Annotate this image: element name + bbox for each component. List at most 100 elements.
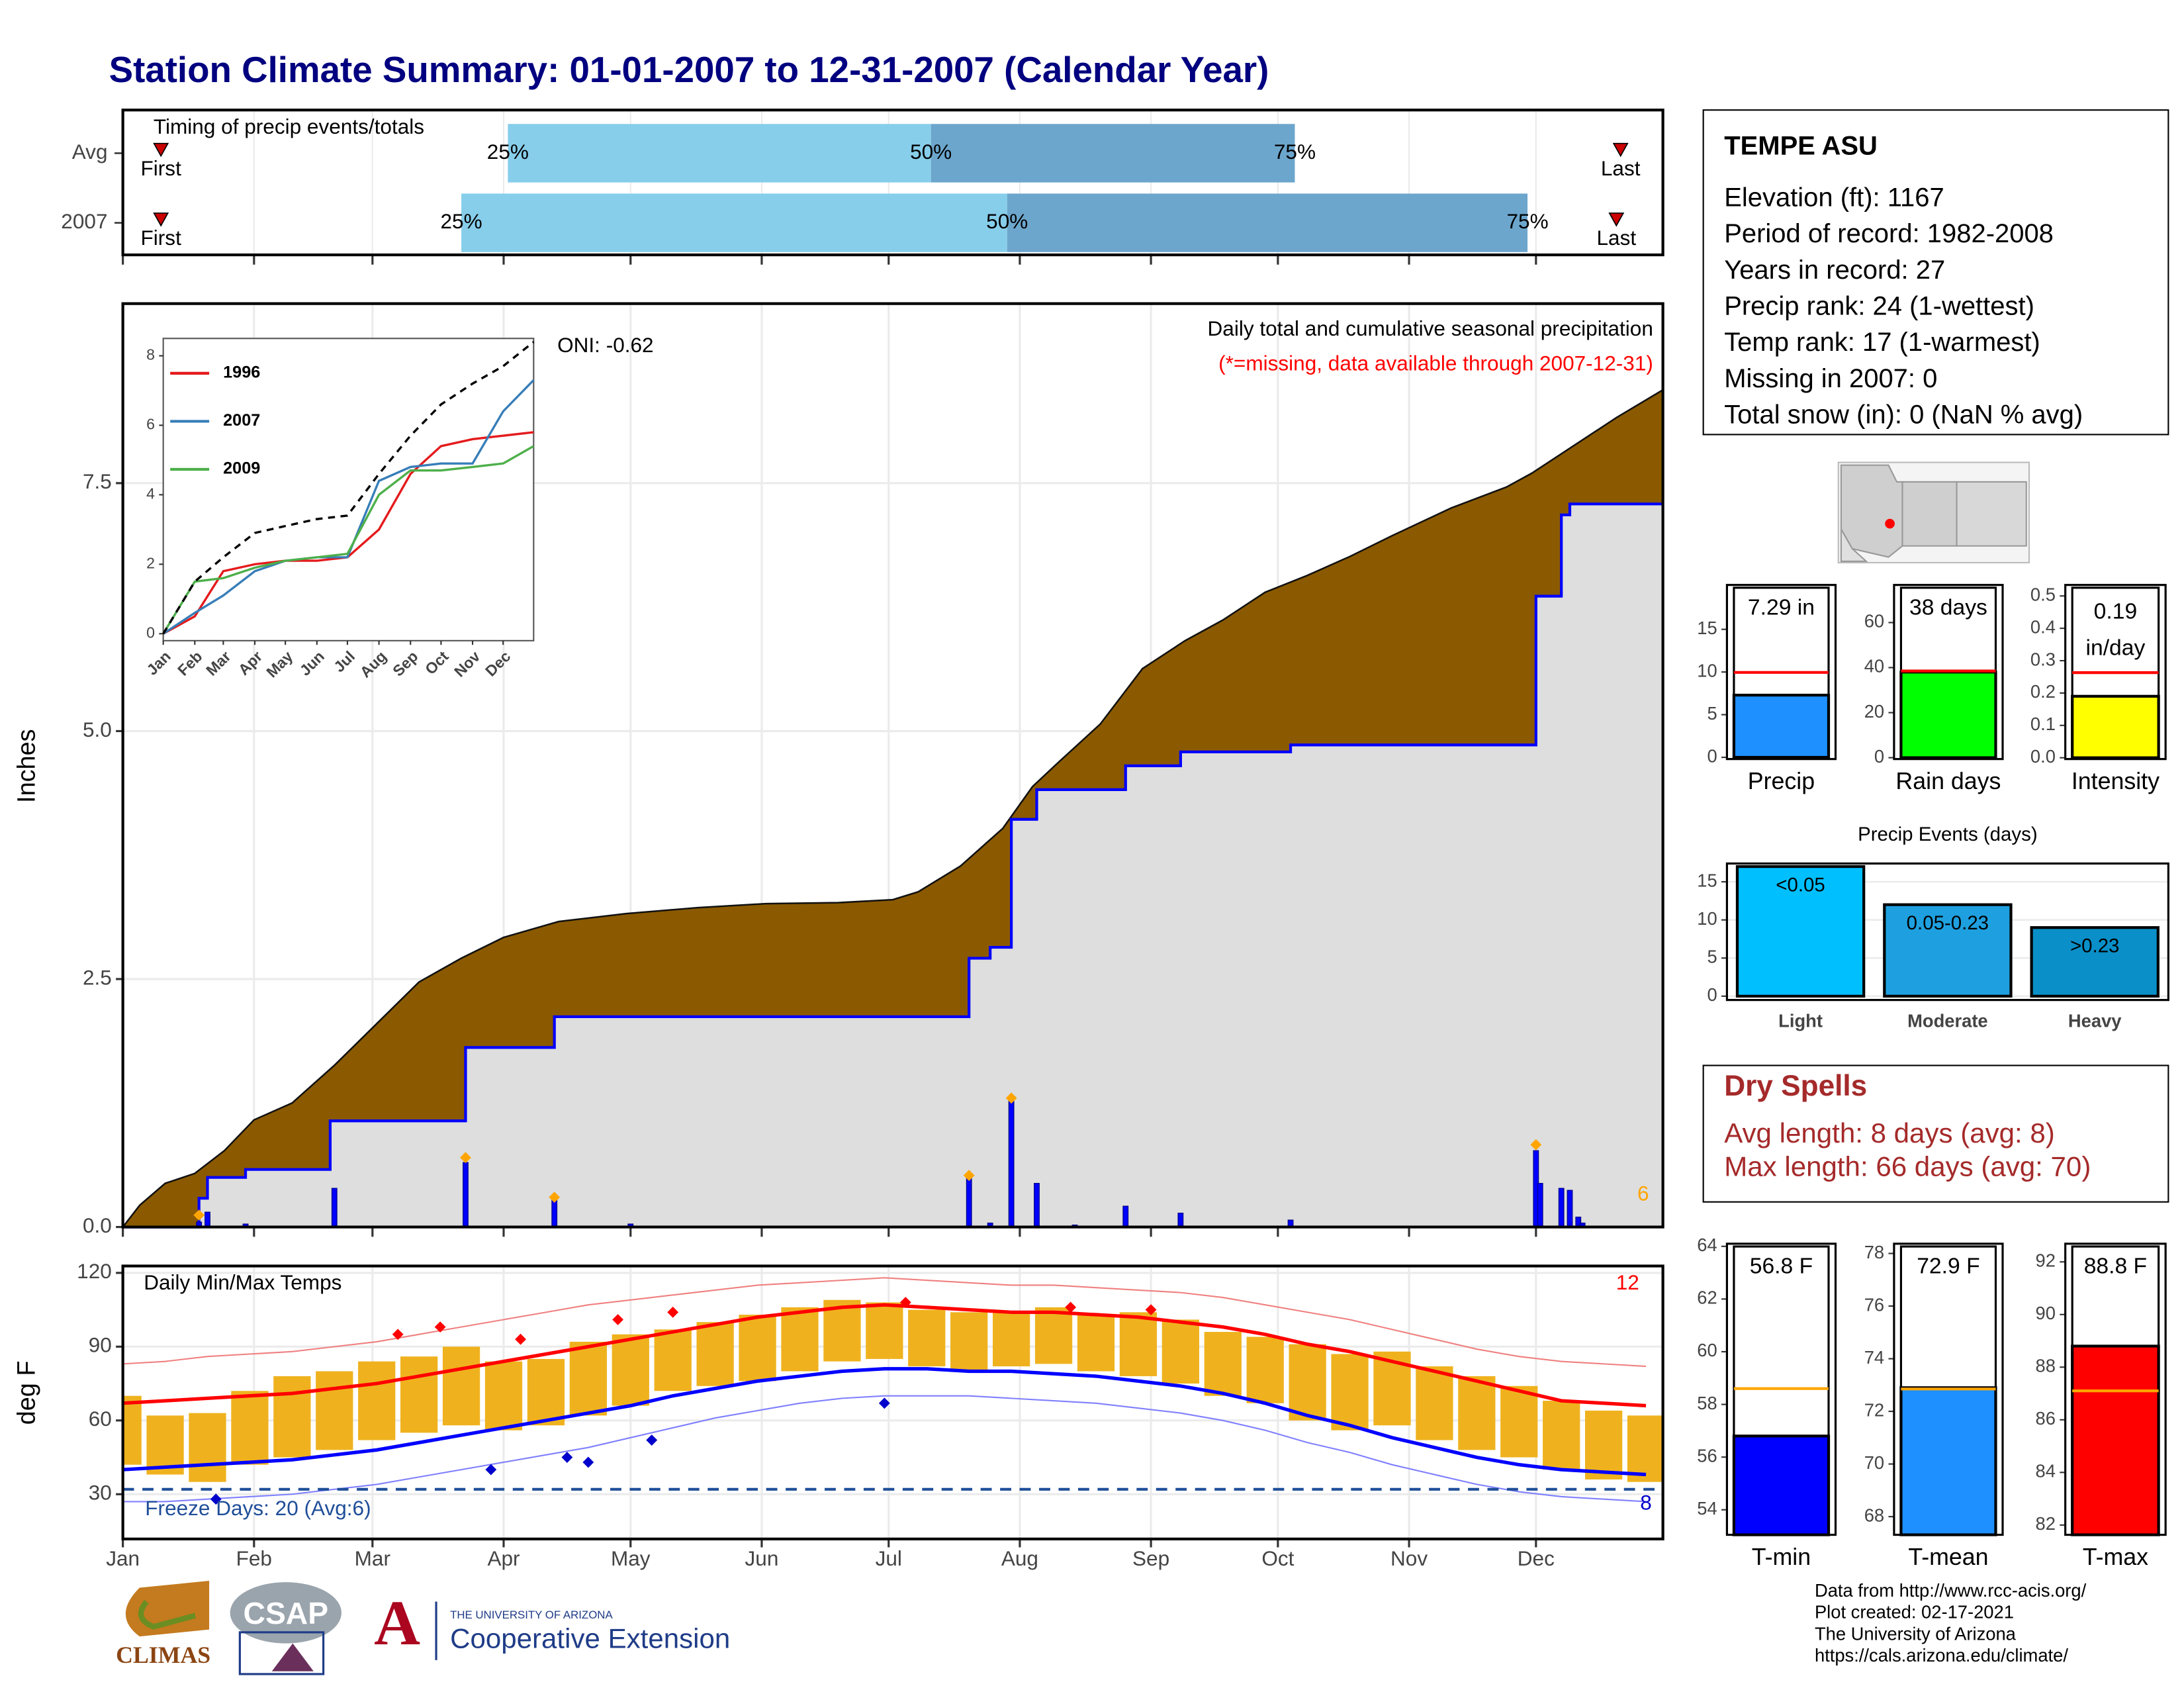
legend-label: 2007 bbox=[223, 411, 260, 430]
y-tick-label: 5 bbox=[1707, 703, 1717, 724]
quartile-label: 50% bbox=[910, 140, 952, 164]
x-tick-label: Feb bbox=[236, 1546, 272, 1570]
record-temp-marker bbox=[434, 1321, 446, 1333]
station-name: TEMPE ASU bbox=[1724, 132, 1878, 161]
timing-marker-label: First bbox=[141, 156, 182, 180]
bar bbox=[2071, 1344, 2160, 1536]
temp-range-bar bbox=[1458, 1376, 1496, 1450]
y-tick-label: 92 bbox=[2036, 1250, 2056, 1270]
oni-label: ONI: -0.62 bbox=[557, 333, 654, 357]
x-tick-label: Dec bbox=[1518, 1546, 1555, 1570]
temp-range-bar bbox=[569, 1341, 607, 1416]
footer-line: Data from http://www.rcc-acis.org/ bbox=[1815, 1580, 2087, 1601]
record-temp-marker bbox=[646, 1434, 658, 1446]
footer-line: Plot created: 02-17-2021 bbox=[1815, 1602, 2014, 1622]
y-tick-label: 6 bbox=[146, 416, 155, 433]
station-info-line: Precip rank: 24 (1-wettest) bbox=[1724, 292, 2034, 321]
logos bbox=[125, 1580, 437, 1675]
daily-precip-bar bbox=[1177, 1212, 1184, 1228]
x-tick-label: May bbox=[611, 1546, 651, 1570]
y-tick-label: 5.0 bbox=[83, 718, 112, 741]
station-info-line: Total snow (in): 0 (NaN % avg) bbox=[1724, 400, 2083, 430]
y-tick-label: 120 bbox=[77, 1259, 112, 1283]
temp-range-bar bbox=[1627, 1415, 1663, 1482]
value-label: 0.19 bbox=[2094, 600, 2138, 624]
y-tick-label: 7.5 bbox=[83, 469, 112, 493]
temp-range-bar bbox=[316, 1371, 353, 1450]
daily-precip-bar bbox=[1567, 1190, 1573, 1228]
x-tick-label: Moderate bbox=[1907, 1011, 1988, 1031]
temp-range-bar bbox=[993, 1312, 1030, 1367]
quartile-bar bbox=[461, 193, 1007, 252]
bin-label: <0.05 bbox=[1776, 874, 1825, 896]
y-tick-label: 15 bbox=[1697, 618, 1717, 638]
y-tick-label: 78 bbox=[1864, 1242, 1884, 1262]
panel-title: Timing of precip events/totals bbox=[154, 115, 424, 138]
value-label: 88.8 F bbox=[2084, 1254, 2147, 1278]
y-tick-label: 0.3 bbox=[2030, 649, 2056, 669]
daily-precip-bar bbox=[1537, 1183, 1543, 1228]
x-tick-label: Intensity bbox=[2071, 768, 2160, 794]
y-tick-label: 58 bbox=[1697, 1393, 1717, 1413]
temp-line bbox=[122, 1367, 1647, 1477]
location-map bbox=[1837, 461, 2030, 564]
x-tick-label: Heavy bbox=[2068, 1011, 2122, 1031]
x-tick-label: Oct bbox=[1261, 1546, 1294, 1570]
y-tick-label: 0 bbox=[146, 624, 155, 641]
temp-range-bar bbox=[231, 1391, 269, 1465]
daily-precip-bar bbox=[1122, 1205, 1129, 1228]
value-label: 7.29 in bbox=[1748, 595, 1815, 620]
quartile-label: 75% bbox=[1506, 209, 1548, 233]
temp-range-bar bbox=[1034, 1307, 1073, 1364]
panel-border bbox=[1893, 584, 2004, 761]
x-tick-label: Jul bbox=[876, 1546, 902, 1570]
daily-precip-bar bbox=[331, 1188, 338, 1228]
temp-range-bar bbox=[950, 1312, 988, 1372]
logo-coop-ext: Cooperative Extension bbox=[450, 1623, 730, 1654]
y-tick-label: 60 bbox=[89, 1407, 112, 1430]
temp-line bbox=[122, 1277, 1647, 1368]
legend-label: 2009 bbox=[223, 459, 260, 478]
value-label-box bbox=[2071, 1245, 2160, 1348]
panel-border bbox=[121, 302, 1664, 1229]
record-marker bbox=[963, 1170, 975, 1182]
y-tick-label: 68 bbox=[1864, 1505, 1884, 1525]
csap-cloud bbox=[230, 1582, 341, 1644]
panel-border bbox=[1725, 1243, 1837, 1536]
record-temp-marker bbox=[667, 1306, 679, 1318]
y-tick-label: 0 bbox=[1707, 745, 1717, 766]
record-high-count: 12 bbox=[1616, 1270, 1639, 1294]
panel-border bbox=[1893, 1243, 2004, 1536]
record-temp-marker bbox=[485, 1464, 497, 1476]
temp-range-bar bbox=[781, 1307, 819, 1372]
temp-range-bar bbox=[273, 1376, 311, 1458]
panel-border bbox=[1725, 584, 1837, 761]
x-tick-label: Jun bbox=[745, 1546, 779, 1570]
page-title: Station Climate Summary: 01-01-2007 to 1… bbox=[109, 49, 1269, 90]
y-tick-label: 15 bbox=[1697, 870, 1717, 890]
y-axis-label: deg F bbox=[13, 1361, 41, 1425]
y-tick-label: 90 bbox=[89, 1333, 112, 1357]
logo-ua-name: THE UNIVERSITY OF ARIZONA bbox=[450, 1609, 613, 1621]
y-tick-label: 0 bbox=[1707, 984, 1717, 1005]
record-temp-marker bbox=[561, 1452, 573, 1463]
y-tick-label: 54 bbox=[1697, 1498, 1717, 1519]
value-label: 56.8 F bbox=[1750, 1254, 1813, 1278]
y-tick-label: 2 bbox=[146, 554, 155, 571]
station-info-line: Missing in 2007: 0 bbox=[1724, 364, 1937, 393]
y-tick-label: 72 bbox=[1864, 1399, 1884, 1420]
panel-border bbox=[121, 1264, 1664, 1540]
record-count: 6 bbox=[1637, 1182, 1649, 1205]
y-tick-label: 86 bbox=[2036, 1408, 2056, 1429]
temp-line bbox=[122, 1395, 1647, 1503]
y-tick-label: 2.5 bbox=[83, 965, 112, 989]
quartile-bar bbox=[1007, 193, 1528, 252]
x-tick-label: Precip bbox=[1748, 768, 1815, 794]
temp-range-bar bbox=[739, 1315, 776, 1382]
record-temp-marker bbox=[392, 1329, 404, 1340]
observed-cumulative-line bbox=[122, 502, 1663, 1229]
map-state bbox=[1840, 526, 1868, 562]
temp-range-bar bbox=[358, 1361, 396, 1440]
